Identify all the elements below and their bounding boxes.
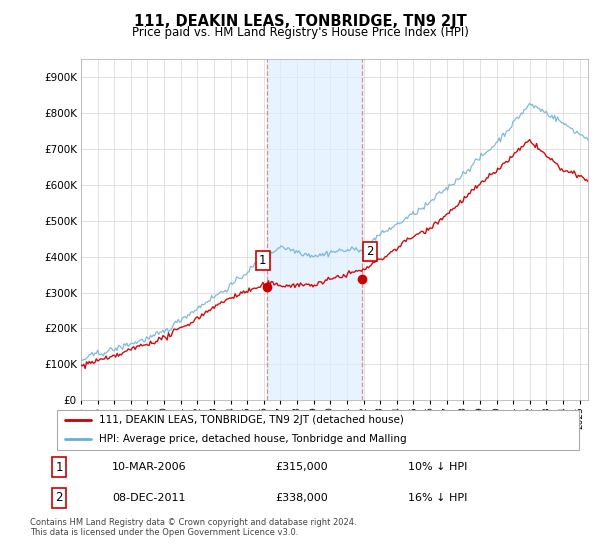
Text: Contains HM Land Registry data © Crown copyright and database right 2024.
This d: Contains HM Land Registry data © Crown c…: [30, 518, 356, 538]
Text: HPI: Average price, detached house, Tonbridge and Malling: HPI: Average price, detached house, Tonb…: [99, 435, 407, 445]
Text: 111, DEAKIN LEAS, TONBRIDGE, TN9 2JT: 111, DEAKIN LEAS, TONBRIDGE, TN9 2JT: [134, 14, 466, 29]
Text: 08-DEC-2011: 08-DEC-2011: [112, 493, 185, 503]
Bar: [267, 59, 362, 400]
Text: 16% ↓ HPI: 16% ↓ HPI: [408, 493, 467, 503]
Text: Price paid vs. HM Land Registry's House Price Index (HPI): Price paid vs. HM Land Registry's House …: [131, 26, 469, 39]
Text: 10% ↓ HPI: 10% ↓ HPI: [408, 462, 467, 472]
Text: 10-MAR-2006: 10-MAR-2006: [112, 462, 187, 472]
Text: 111, DEAKIN LEAS, TONBRIDGE, TN9 2JT (detached house): 111, DEAKIN LEAS, TONBRIDGE, TN9 2JT (de…: [99, 415, 404, 425]
Text: 1: 1: [56, 461, 63, 474]
Text: 1: 1: [259, 254, 266, 267]
Text: £338,000: £338,000: [276, 493, 329, 503]
Text: 2: 2: [56, 491, 63, 504]
Text: 2: 2: [366, 245, 374, 258]
Text: £315,000: £315,000: [276, 462, 328, 472]
FancyBboxPatch shape: [56, 410, 580, 450]
